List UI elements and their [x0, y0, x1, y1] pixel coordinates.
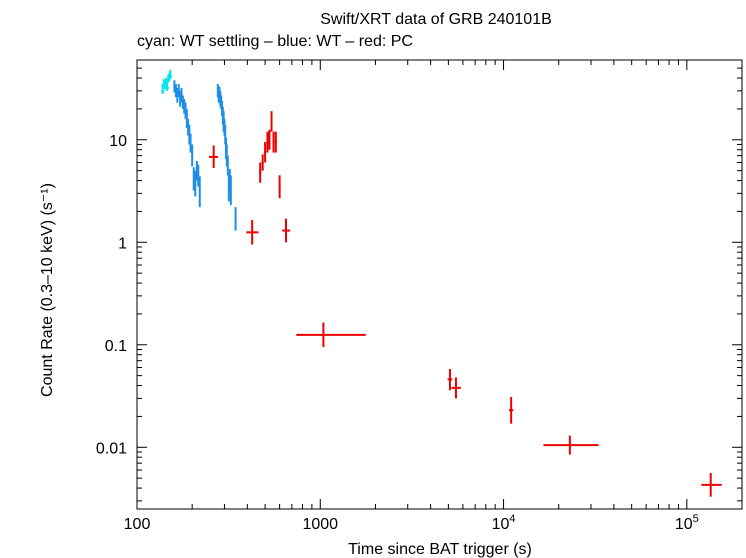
data-point: [169, 69, 172, 80]
data-point: [272, 131, 275, 153]
series-wt-settling: [161, 69, 172, 94]
x-axis-label: Time since BAT trigger (s): [348, 541, 532, 558]
data-point: [274, 131, 277, 153]
data-point: [197, 164, 200, 187]
data-point: [259, 162, 262, 183]
data-series: [161, 69, 722, 497]
data-point: [447, 369, 453, 391]
data-point: [296, 322, 366, 348]
data-point: [208, 145, 219, 169]
data-point: [508, 396, 514, 424]
axis-tick-labels: 100 1000 104 105 0.01 0.1 1 10: [96, 133, 699, 533]
data-point: [266, 131, 269, 153]
data-point: [166, 81, 169, 91]
data-point: [261, 154, 264, 171]
plot-frame: [136, 59, 743, 510]
data-point: [191, 144, 194, 167]
y-tick-label: 0.01: [96, 440, 127, 457]
data-point: [543, 435, 599, 455]
data-point: [246, 219, 259, 245]
x-tick-label: 105: [675, 513, 699, 533]
y-tick-label: 0.1: [105, 338, 127, 355]
x-tick-label: 1000: [302, 516, 338, 533]
data-point: [270, 111, 273, 132]
y-tick-label: 10: [109, 133, 127, 150]
data-point: [282, 218, 291, 243]
data-point: [701, 473, 722, 497]
axis-ticks: [136, 59, 743, 509]
data-point: [229, 175, 232, 206]
chart-subtitle: cyan: WT settling – blue: WT – red: PC: [137, 33, 413, 50]
data-point: [451, 377, 461, 399]
data-point: [194, 170, 197, 197]
y-axis-label: Count Rate (0.3–10 keV) (s⁻¹): [39, 183, 56, 397]
data-point: [234, 207, 237, 231]
data-point: [268, 129, 271, 150]
chart-title: Swift/XRT data of GRB 240101B: [320, 11, 552, 28]
series-pc: [208, 111, 722, 497]
series-wt: [173, 80, 237, 231]
x-tick-label: 100: [124, 516, 151, 533]
data-point: [198, 176, 201, 208]
x-tick-label: 104: [492, 513, 516, 533]
data-point: [226, 155, 229, 176]
data-point: [278, 175, 281, 199]
data-point: [264, 142, 267, 163]
y-tick-label: 1: [118, 235, 127, 252]
data-point: [189, 133, 192, 153]
data-point: [192, 167, 195, 191]
